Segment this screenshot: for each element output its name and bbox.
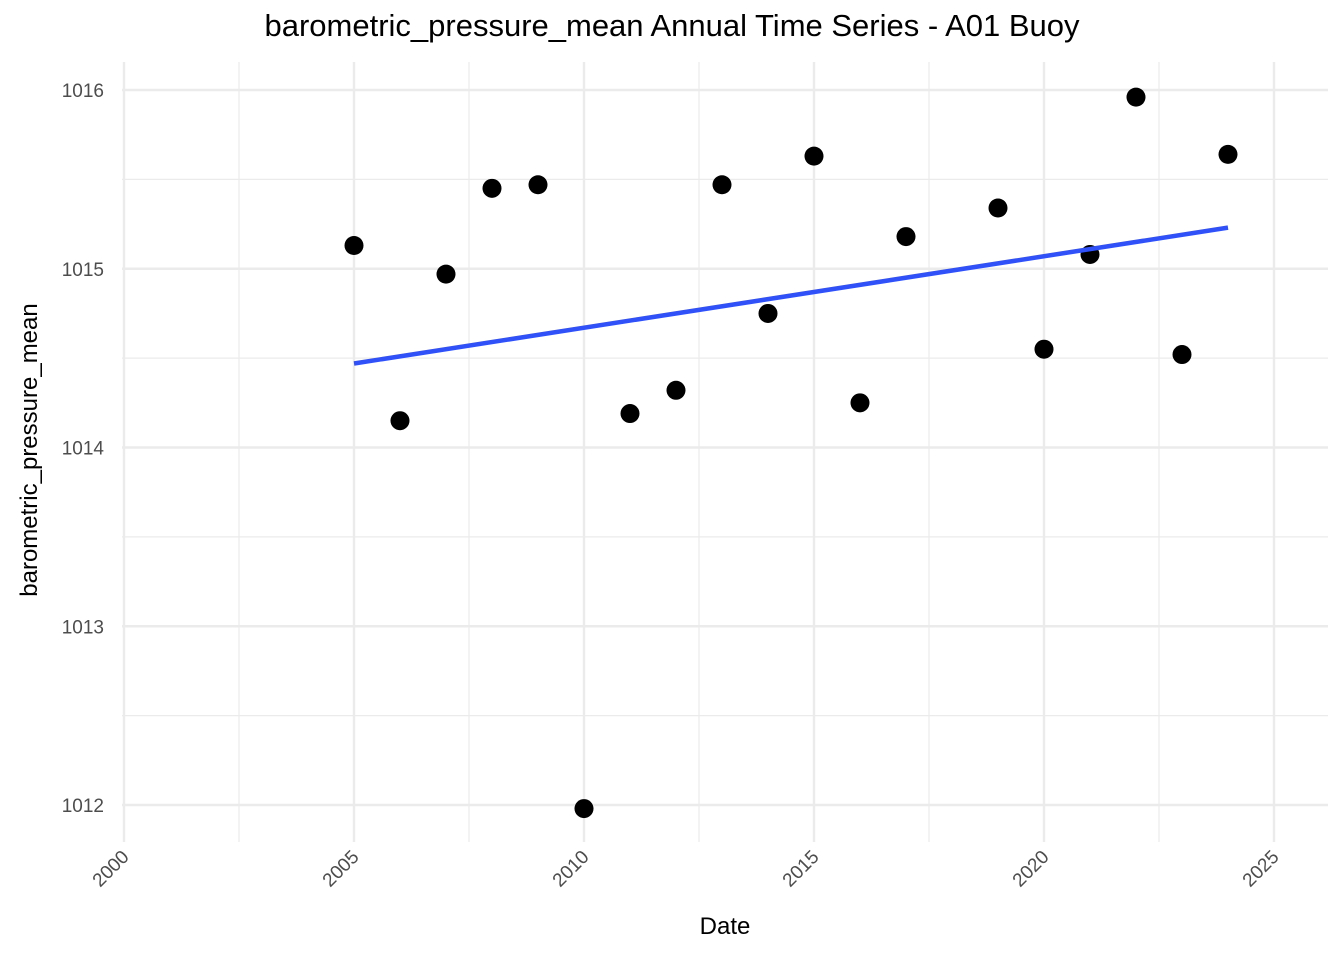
data-point <box>1218 144 1238 164</box>
y-tick-label: 1012 <box>62 796 104 817</box>
y-tick-label: 1014 <box>62 439 105 460</box>
data-point <box>1126 87 1146 107</box>
data-point <box>436 264 456 284</box>
x-tick-label: 2025 <box>1239 847 1284 892</box>
data-point <box>896 227 916 247</box>
x-tick-label: 2020 <box>1009 847 1054 892</box>
data-point <box>850 393 870 413</box>
data-point <box>1034 339 1054 359</box>
data-point <box>574 799 594 819</box>
data-point <box>1172 345 1192 365</box>
data-point <box>620 404 640 424</box>
data-point <box>804 146 824 166</box>
data-point <box>390 411 410 431</box>
trend-line <box>353 225 1229 366</box>
x-tick-label: 2015 <box>779 847 824 892</box>
y-axis-label: barometric_pressure_mean <box>16 303 43 597</box>
x-tick-label: 2005 <box>319 847 364 892</box>
y-tick-label: 1015 <box>62 260 104 281</box>
data-point <box>482 178 502 198</box>
x-axis-label: Date <box>699 913 751 940</box>
data-point <box>988 198 1008 218</box>
data-point <box>344 236 364 256</box>
data-point <box>666 380 686 400</box>
data-point <box>758 303 778 323</box>
y-tick-label: 1013 <box>62 617 104 638</box>
data-point <box>712 175 732 195</box>
x-tick-label: 2000 <box>89 847 134 892</box>
data-point <box>528 175 548 195</box>
chart-title: barometric_pressure_mean Annual Time Ser… <box>264 8 1080 43</box>
y-tick-label: 1016 <box>62 81 104 102</box>
x-tick-label: 2010 <box>549 847 594 892</box>
